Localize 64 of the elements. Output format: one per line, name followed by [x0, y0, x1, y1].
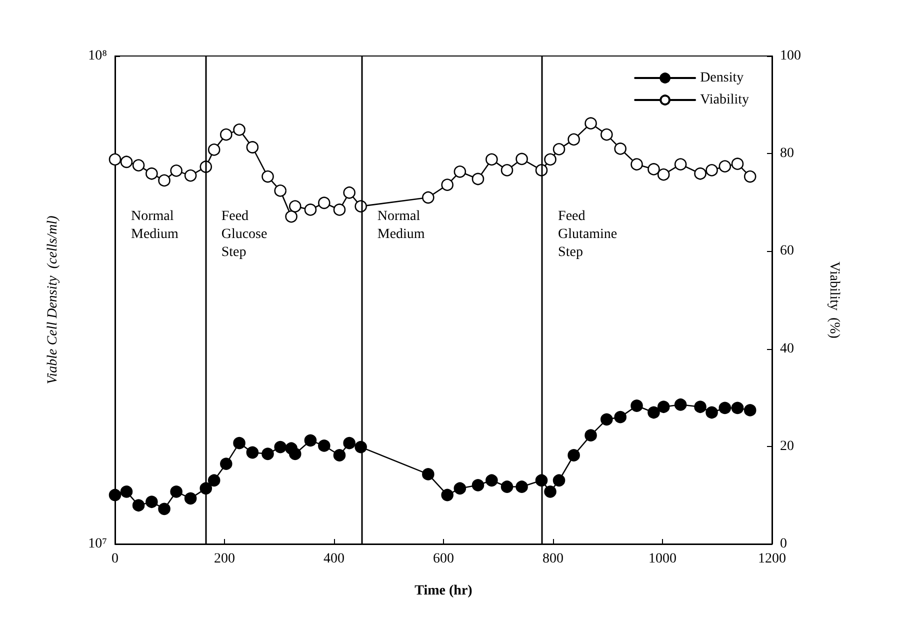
point [568, 449, 580, 462]
point [657, 400, 670, 414]
point [108, 488, 122, 502]
point [146, 496, 158, 508]
point [516, 480, 528, 493]
point [630, 400, 643, 412]
y2-tick-label: 0 [780, 536, 787, 552]
point [552, 474, 566, 487]
point [706, 406, 718, 419]
y2-tick-label: 20 [780, 438, 794, 454]
y2-tick-label: 60 [780, 244, 794, 259]
legend-label: Density [700, 70, 744, 86]
x-axis-title: Time (hr) [414, 584, 473, 598]
y-axis-title: Viable Cell Density (cells/ml) [46, 215, 60, 384]
point [262, 448, 274, 460]
y2-tick-label: 40 [780, 341, 794, 356]
point [318, 440, 330, 452]
point [220, 458, 232, 470]
point [422, 468, 434, 480]
point [441, 488, 454, 502]
point [170, 486, 182, 498]
point [454, 482, 466, 495]
point [486, 474, 498, 487]
y-tick-label: 10⁷ [88, 536, 108, 552]
y-tick-label: 10⁸ [88, 48, 108, 64]
point [208, 474, 220, 487]
point [274, 440, 286, 454]
annotation: Feed Glutamine Step [558, 208, 618, 260]
point [233, 436, 246, 450]
point [584, 429, 597, 442]
legend-label: Viability [700, 92, 750, 108]
point [718, 402, 732, 414]
point [500, 480, 514, 493]
x-tick-label: 1000 [648, 552, 676, 566]
point [614, 410, 626, 424]
point [246, 446, 259, 459]
x-tick-label: 200 [214, 552, 235, 566]
point [544, 486, 556, 498]
point [343, 436, 356, 450]
point [158, 502, 170, 516]
point [648, 406, 660, 419]
point [694, 400, 706, 414]
point [288, 448, 302, 460]
point [472, 479, 484, 492]
point [184, 492, 197, 505]
point [674, 398, 687, 411]
x-tick-label: 400 [324, 552, 344, 566]
point [731, 402, 744, 414]
annotation: Normal Medium [131, 208, 179, 242]
point [132, 499, 145, 512]
x-tick-label: 600 [433, 552, 454, 566]
annotation: Feed Glucose Step [221, 208, 268, 260]
point [304, 434, 317, 447]
y2-tick-label: 80 [780, 146, 794, 162]
y2-axis-title: Viability (%) [826, 262, 842, 339]
x-tick-label: 1200 [758, 552, 786, 566]
point [120, 486, 133, 498]
point [744, 404, 756, 416]
point [333, 449, 346, 462]
annotation: Normal Medium [377, 208, 425, 242]
y2-tick-label: 100 [780, 48, 801, 64]
x-tick-label: 0 [112, 552, 118, 566]
point [600, 413, 613, 426]
x-tick-label: 800 [542, 552, 564, 566]
